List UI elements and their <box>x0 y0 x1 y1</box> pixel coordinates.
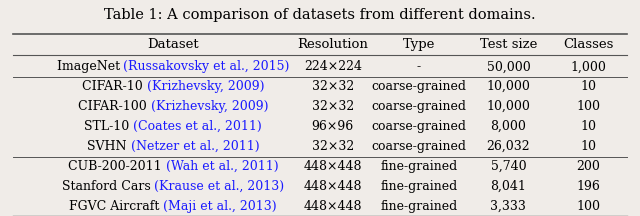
Text: FGVC Aircraft: FGVC Aircraft <box>69 200 164 213</box>
Text: Classes: Classes <box>563 38 613 51</box>
Text: Stanford Cars: Stanford Cars <box>62 180 155 193</box>
Text: 100: 100 <box>576 100 600 113</box>
Text: fine-grained: fine-grained <box>380 200 458 213</box>
Text: 10,000: 10,000 <box>486 80 531 93</box>
Text: 10: 10 <box>580 80 596 93</box>
Text: 10,000: 10,000 <box>486 100 531 113</box>
Text: 5,740: 5,740 <box>491 160 526 173</box>
Text: 1,000: 1,000 <box>570 60 606 73</box>
Text: 96×96: 96×96 <box>312 120 354 133</box>
Text: -: - <box>417 60 421 73</box>
Text: 3,333: 3,333 <box>490 200 526 213</box>
Text: 32×32: 32×32 <box>312 140 354 153</box>
Text: 32×32: 32×32 <box>312 80 354 93</box>
Text: Test size: Test size <box>480 38 537 51</box>
Text: STL-10: STL-10 <box>84 120 134 133</box>
Text: CIFAR-100: CIFAR-100 <box>78 100 151 113</box>
Text: 448×448: 448×448 <box>303 160 362 173</box>
Text: 10: 10 <box>580 120 596 133</box>
Text: (Maji et al., 2013): (Maji et al., 2013) <box>163 200 277 213</box>
Text: (Krizhevsky, 2009): (Krizhevsky, 2009) <box>150 100 268 113</box>
Text: (Wah et al., 2011): (Wah et al., 2011) <box>166 160 278 173</box>
Text: coarse-grained: coarse-grained <box>371 140 467 153</box>
Text: (Krizhevsky, 2009): (Krizhevsky, 2009) <box>147 80 264 93</box>
Text: 100: 100 <box>576 200 600 213</box>
Text: Dataset: Dataset <box>147 38 199 51</box>
Text: Type: Type <box>403 38 435 51</box>
Text: 196: 196 <box>576 180 600 193</box>
Text: SVHN: SVHN <box>87 140 131 153</box>
Text: 200: 200 <box>576 160 600 173</box>
Text: fine-grained: fine-grained <box>380 180 458 193</box>
Text: (Krause et al., 2013): (Krause et al., 2013) <box>154 180 284 193</box>
Text: coarse-grained: coarse-grained <box>371 120 467 133</box>
Text: 50,000: 50,000 <box>486 60 531 73</box>
Text: 448×448: 448×448 <box>303 180 362 193</box>
Text: (Russakovsky et al., 2015): (Russakovsky et al., 2015) <box>124 60 290 73</box>
Text: Table 1: A comparison of datasets from different domains.: Table 1: A comparison of datasets from d… <box>104 8 536 22</box>
Text: Resolution: Resolution <box>298 38 368 51</box>
Text: coarse-grained: coarse-grained <box>371 100 467 113</box>
Text: fine-grained: fine-grained <box>380 160 458 173</box>
Text: 10: 10 <box>580 140 596 153</box>
Text: (Netzer et al., 2011): (Netzer et al., 2011) <box>131 140 259 153</box>
Text: ImageNet: ImageNet <box>56 60 124 73</box>
Text: 448×448: 448×448 <box>303 200 362 213</box>
Text: (Coates et al., 2011): (Coates et al., 2011) <box>133 120 262 133</box>
Text: CUB-200-2011: CUB-200-2011 <box>68 160 166 173</box>
Text: 224×224: 224×224 <box>304 60 362 73</box>
Text: 8,041: 8,041 <box>490 180 526 193</box>
Text: CIFAR-10: CIFAR-10 <box>82 80 147 93</box>
Text: 26,032: 26,032 <box>486 140 530 153</box>
Text: 8,000: 8,000 <box>490 120 526 133</box>
Text: coarse-grained: coarse-grained <box>371 80 467 93</box>
Text: 32×32: 32×32 <box>312 100 354 113</box>
